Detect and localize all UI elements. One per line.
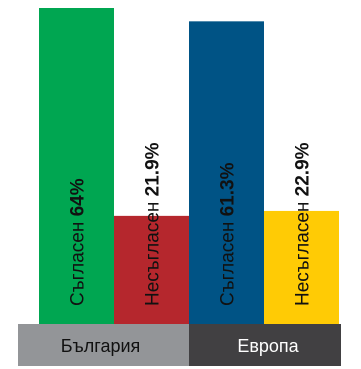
bar-label-0-0: Съгласен 64% — [68, 178, 89, 306]
bar-label-1-0: Съгласен 61.3% — [218, 162, 239, 306]
category-axis: България Европа — [18, 324, 341, 366]
bar-label-value-0-0: 64% — [68, 178, 89, 216]
bars-group — [39, 8, 339, 325]
category-label-0: България — [61, 336, 141, 356]
category-label-1: Европа — [237, 336, 299, 356]
bar-label-series-0-0: Съгласен — [68, 216, 89, 306]
bar-label-series-1-0: Съгласен — [218, 216, 239, 306]
bar-label-value-1-1: 22.9% — [293, 142, 314, 196]
bar-0-0 — [39, 8, 114, 324]
bar-1-0 — [189, 21, 264, 325]
bar-label-value-0-1: 21.9% — [143, 142, 164, 196]
category-band-0 — [18, 324, 189, 366]
bar-0-1 — [114, 215, 189, 324]
bar-label-series-0-1: Несъгласен — [143, 196, 164, 306]
bar-label-1-1: Несъгласен 22.9% — [293, 142, 314, 306]
bar-label-0-1: Несъгласен 21.9% — [143, 142, 164, 306]
bar-1-1 — [264, 210, 339, 324]
category-band-1 — [189, 324, 341, 366]
bar-label-value-1-0: 61.3% — [218, 162, 239, 216]
bar-label-series-1-1: Несъгласен — [293, 196, 314, 306]
bar-labels-group: Съгласен 64% Несъгласен 21.9% Съгласен 61.… — [68, 142, 314, 306]
